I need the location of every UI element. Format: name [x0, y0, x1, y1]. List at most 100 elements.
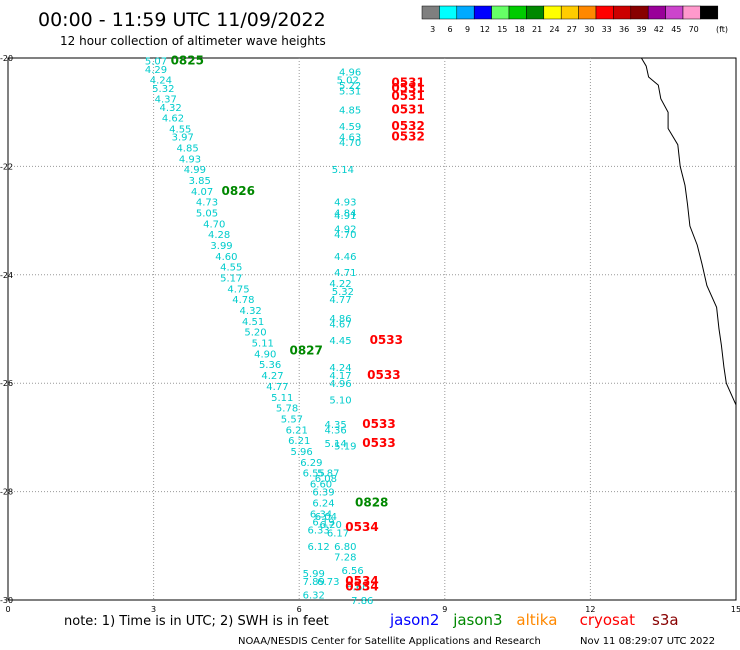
swh-value: 6.20	[320, 520, 342, 531]
satellite-name: jason3	[452, 611, 502, 629]
y-tick-label: -22	[0, 162, 13, 171]
grid-lines	[8, 58, 736, 600]
footer-note: note: 1) Time is in UTC; 2) SWH is in fe…	[64, 614, 329, 629]
swh-value: 7.89	[303, 577, 325, 588]
swh-value: 4.70	[203, 219, 225, 230]
pass-time-label: 0531	[391, 102, 424, 116]
legend-label: 70	[689, 25, 699, 34]
legend-swatch	[647, 5, 666, 20]
swh-value: 4.51	[242, 317, 264, 328]
legend-swatch	[508, 5, 527, 20]
swh-value: 4.70	[334, 230, 356, 241]
swh-value: 4.55	[169, 124, 191, 135]
x-tick-label: 6	[297, 605, 302, 614]
y-tick-label: -28	[0, 488, 13, 497]
swh-value: 5.32	[332, 287, 354, 298]
swh-value: 3.85	[189, 176, 211, 187]
legend-label: 39	[636, 25, 646, 34]
swh-value: 4.84	[334, 208, 356, 219]
swh-value: 4.99	[184, 165, 206, 176]
legend-swatch	[630, 5, 649, 20]
swh-value: 4.45	[329, 336, 351, 347]
swh-value: 6.04	[315, 512, 337, 523]
pass-time-label: 0826	[222, 184, 255, 198]
swh-value: 6.34	[310, 509, 332, 520]
legend-swatch	[456, 5, 475, 20]
pass-time-label: 0531	[391, 81, 424, 95]
swh-value: 4.62	[162, 114, 184, 125]
legend-swatch	[613, 5, 632, 20]
swh-value: 5.11	[271, 393, 293, 404]
pass-time-label: 0532	[391, 119, 424, 133]
pass-time-label: 0828	[355, 495, 388, 509]
swh-value: 4.55	[220, 263, 242, 274]
satellite-name: altika	[516, 611, 557, 629]
swh-value: 4.96	[339, 68, 361, 79]
swh-value: 4.71	[334, 268, 356, 279]
swh-value: 4.93	[179, 154, 201, 165]
swh-value: 5.02	[337, 76, 359, 87]
swh-value: 4.07	[191, 187, 213, 198]
swh-value: 6.80	[334, 542, 356, 553]
footer-credit: NOAA/NESDIS Center for Satellite Applica…	[238, 636, 541, 647]
swh-value: 6.19	[312, 517, 334, 528]
swh-value: 4.85	[339, 105, 361, 116]
footer-timestamp: Nov 11 08:29:07 UTC 2022	[580, 636, 715, 647]
swh-value: 4.24	[150, 76, 172, 87]
swh-value: 5.10	[329, 395, 351, 406]
wave-height-points: 5.074.294.245.324.374.324.624.553.974.85…	[145, 57, 374, 607]
swh-value: 5.19	[334, 442, 356, 453]
swh-value: 4.77	[266, 382, 288, 393]
legend-swatch	[439, 5, 458, 20]
x-tick-label: 12	[585, 605, 595, 614]
swh-value: 5.31	[339, 87, 361, 98]
swh-value: 4.73	[196, 198, 218, 209]
swh-value: 6.32	[303, 591, 325, 602]
swh-value: 6.08	[315, 474, 337, 485]
swh-value: 5.87	[317, 469, 339, 480]
legend-label: 9	[465, 25, 470, 34]
swh-value: 5.20	[244, 328, 266, 339]
swh-value: 6.17	[327, 528, 349, 539]
swh-value: 6.12	[307, 542, 329, 553]
swh-value: 5.78	[276, 404, 298, 415]
legend-swatch	[543, 5, 562, 20]
pass-time-label: 0534	[345, 574, 378, 588]
swh-value: 4.37	[155, 95, 177, 106]
pass-time-label: 0534	[345, 579, 378, 593]
legend-label: 6	[448, 25, 453, 34]
pass-time-label: 0531	[391, 75, 424, 89]
legend-label: 30	[584, 25, 594, 34]
axis-ticks: 0 3 6 9 12 15 -20 -22 -24 -26 -28 -30	[0, 54, 740, 614]
legend-swatch	[473, 5, 492, 20]
legend-swatch	[578, 5, 597, 20]
legend-label: 36	[619, 25, 629, 34]
swh-value: 4.86	[329, 314, 351, 325]
swh-value: 3.99	[210, 241, 232, 252]
legend-swatch	[526, 5, 545, 20]
swh-value: 4.24	[329, 363, 351, 374]
legend-label: 21	[532, 25, 542, 34]
pass-time-label: 0531	[391, 89, 424, 103]
pass-time-label: 0533	[367, 368, 400, 382]
swh-value: 4.96	[329, 379, 351, 390]
pass-time-label: 0825	[171, 54, 204, 68]
swh-value: 4.28	[208, 230, 230, 241]
swh-value: 5.32	[152, 84, 174, 95]
legend-unit: (ft)	[716, 25, 728, 34]
swh-value: 5.11	[252, 339, 274, 350]
legend-label: 27	[567, 25, 577, 34]
swh-value: 5.96	[290, 447, 312, 458]
swh-value: 4.75	[227, 284, 249, 295]
swh-value: 4.60	[215, 252, 237, 263]
swh-value: 6.60	[346, 582, 368, 593]
swh-value: 4.77	[329, 295, 351, 306]
swh-value: 4.59	[339, 122, 361, 133]
swh-value: 6.60	[310, 479, 332, 490]
legend-label: 3	[430, 25, 435, 34]
pass-time-label: 0533	[370, 333, 403, 347]
swh-value: 4.85	[176, 143, 198, 154]
swh-value: 4.70	[339, 138, 361, 149]
swh-value: 5.14	[332, 165, 354, 176]
legend-swatch	[682, 5, 701, 20]
